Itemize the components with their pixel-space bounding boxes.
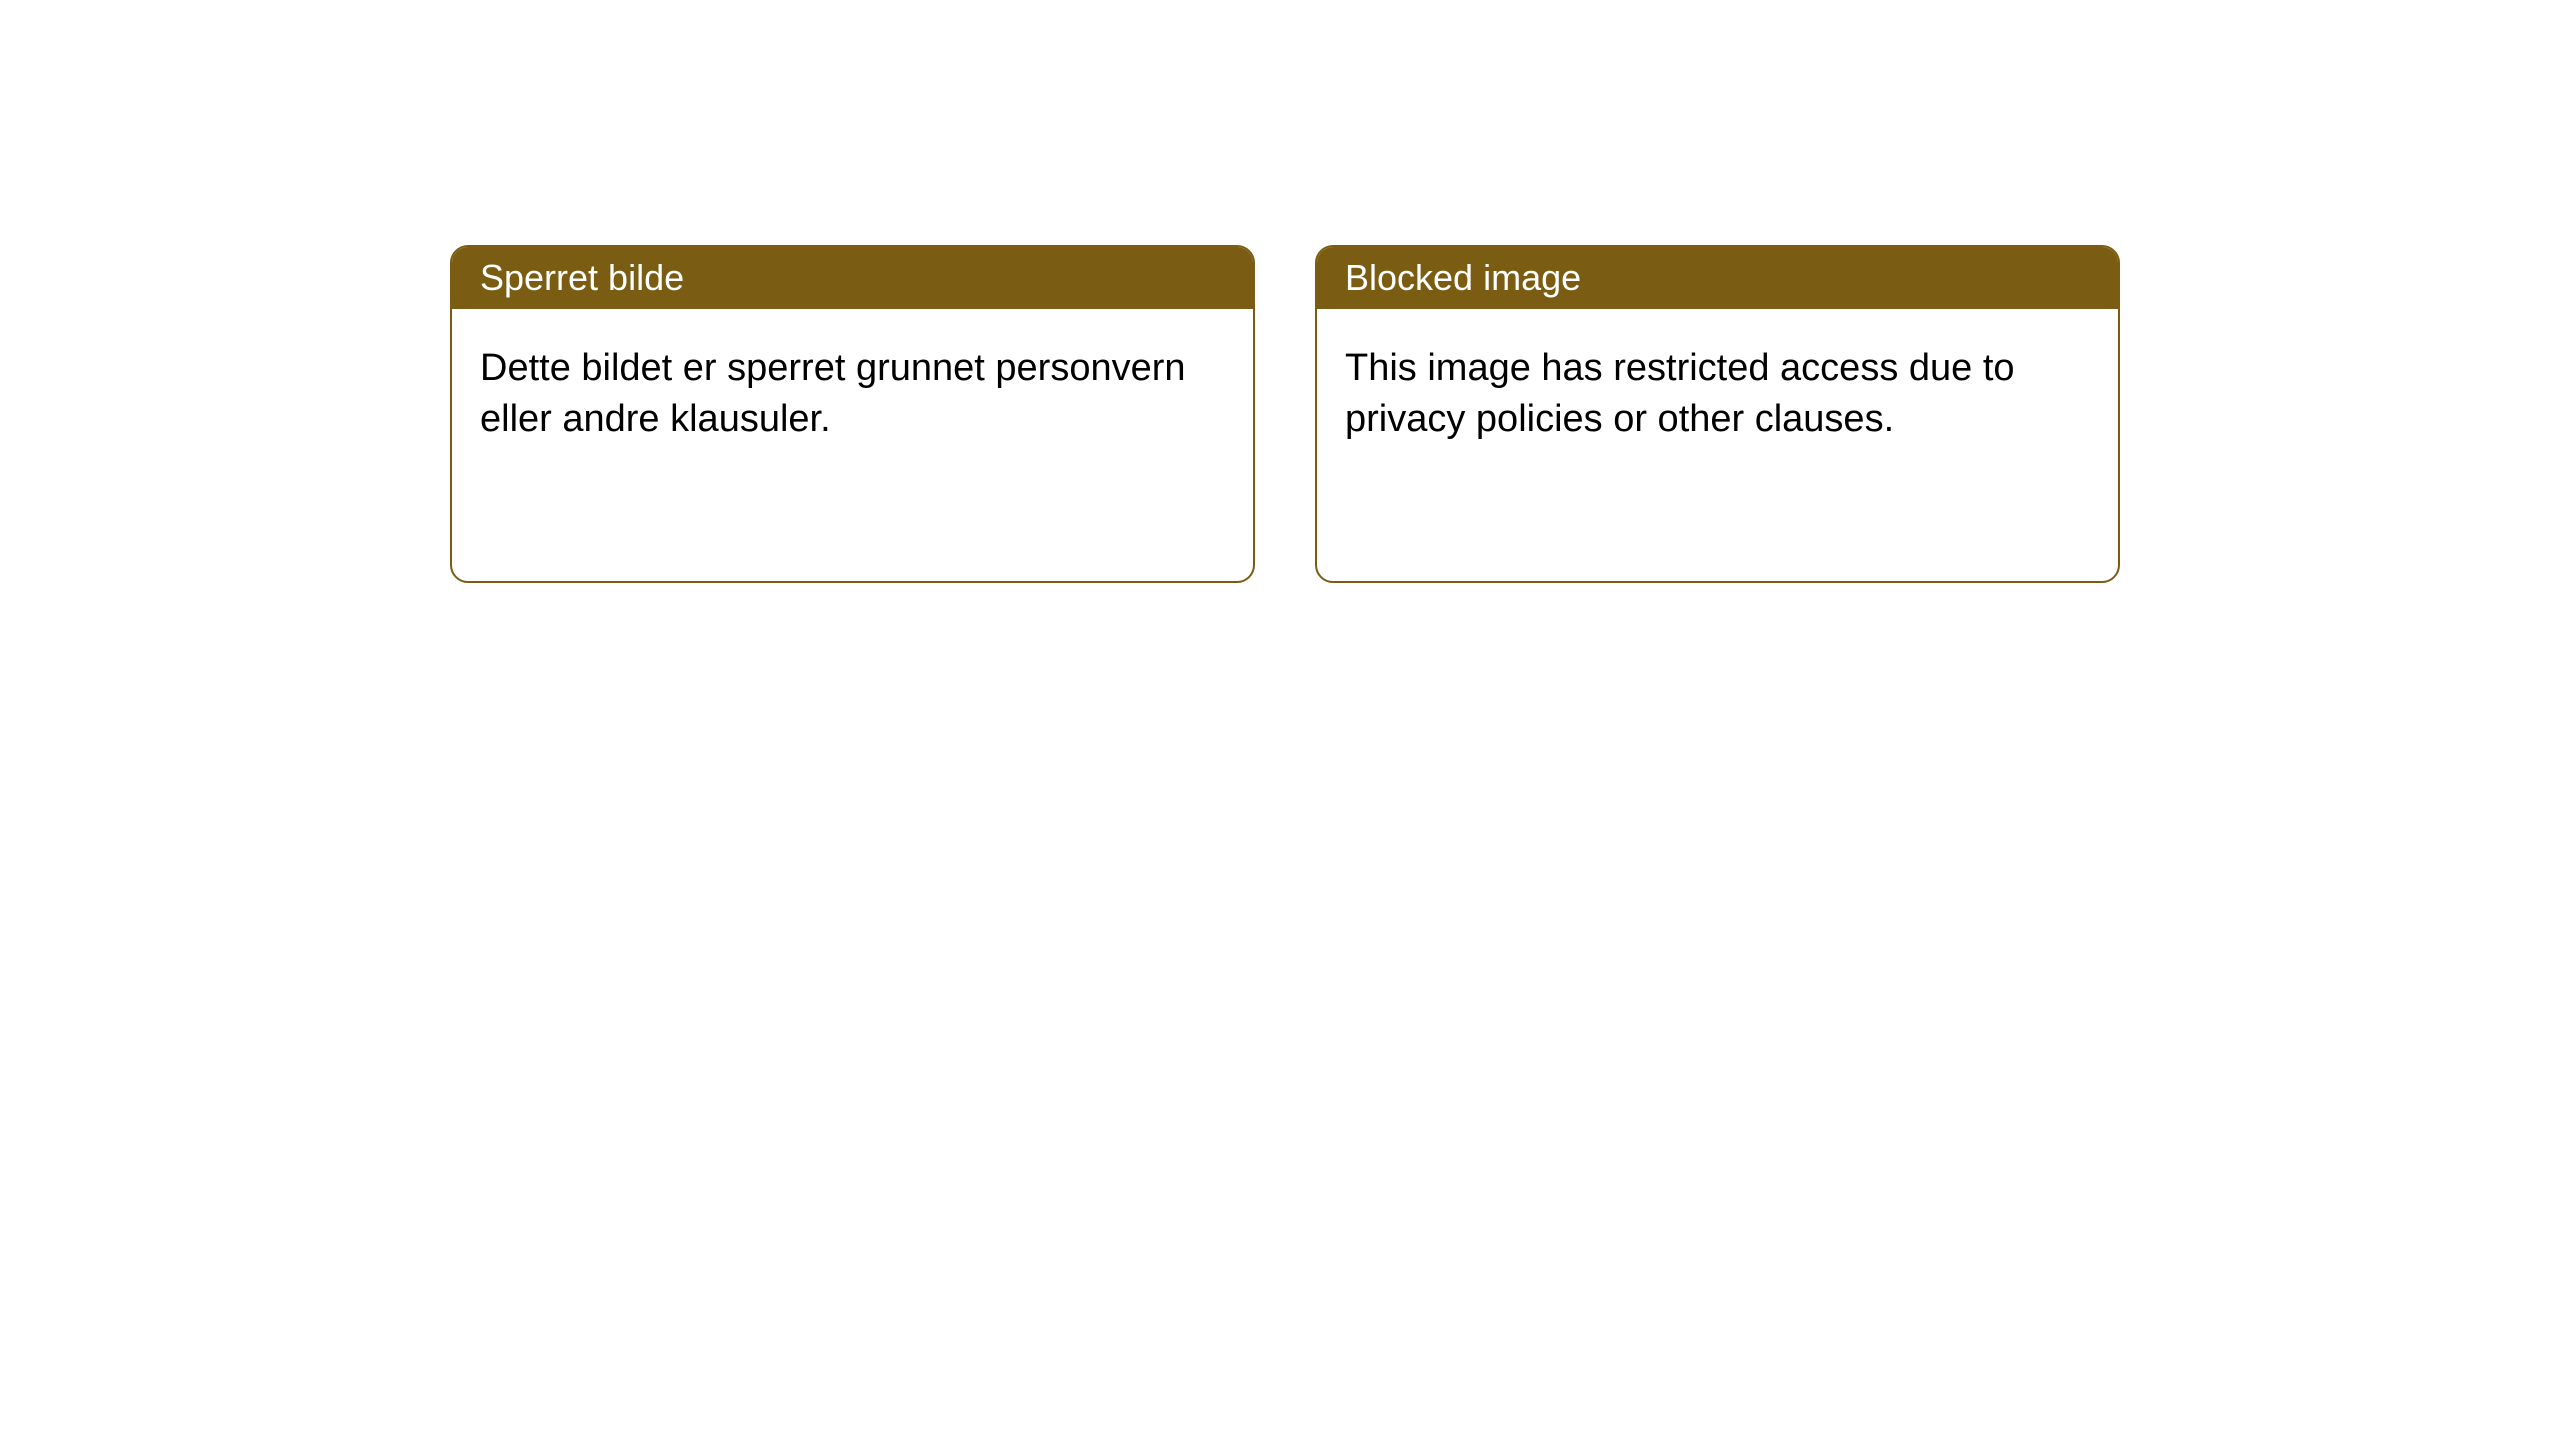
card-header: Blocked image [1317,247,2118,309]
card-body: Dette bildet er sperret grunnet personve… [452,309,1253,480]
blocked-image-card-english: Blocked image This image has restricted … [1315,245,2120,583]
card-header: Sperret bilde [452,247,1253,309]
card-body: This image has restricted access due to … [1317,309,2118,480]
blocked-image-card-norwegian: Sperret bilde Dette bildet er sperret gr… [450,245,1255,583]
notice-container: Sperret bilde Dette bildet er sperret gr… [0,0,2560,583]
